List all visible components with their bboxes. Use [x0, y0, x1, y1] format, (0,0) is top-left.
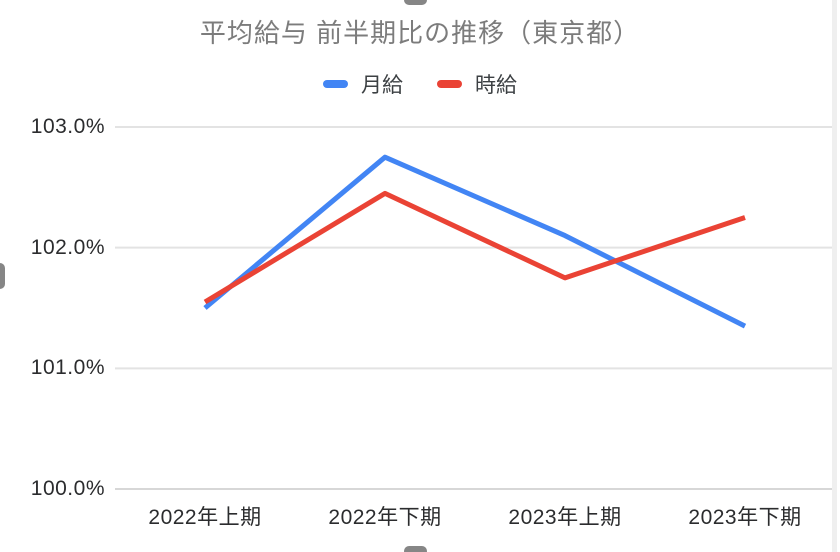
- right-edge-strip: [832, 0, 837, 552]
- legend-item-月給[interactable]: 月給: [323, 69, 403, 99]
- series-line-時給[interactable]: [203, 190, 746, 305]
- x-axis-tick-label: 2022年下期: [328, 506, 442, 529]
- legend-swatch-icon: [323, 80, 348, 88]
- y-axis-tick-label: 101.0%: [30, 356, 105, 380]
- legend-label: 月給: [361, 74, 403, 97]
- legend-label: 時給: [475, 74, 517, 97]
- legend-swatch-icon: [437, 80, 462, 88]
- x-axis-tick-label: 2022年上期: [148, 506, 262, 529]
- y-axis-tick-label: 103.0%: [30, 115, 105, 138]
- y-axis-tick-label: 102.0%: [30, 235, 105, 259]
- gridlines-group: [115, 126, 833, 490]
- y-axis-tick-label: 100.0%: [30, 477, 105, 500]
- series-group: [203, 154, 747, 329]
- drag-handle-bottom-center[interactable]: [404, 546, 427, 552]
- series-line-月給[interactable]: [203, 154, 747, 329]
- drag-handle-top-center[interactable]: [404, 0, 427, 5]
- legend-item-時給[interactable]: 時給: [437, 69, 517, 99]
- x-axis-tick-label: 2023年下期: [688, 506, 802, 529]
- drag-handle-left-middle[interactable]: [0, 263, 5, 289]
- chart-legend: 月給 時給: [0, 69, 840, 99]
- chart-title[interactable]: 平均給与 前半期比の推移（東京都）: [199, 18, 641, 48]
- x-axis-tick-label: 2023年上期: [508, 506, 622, 529]
